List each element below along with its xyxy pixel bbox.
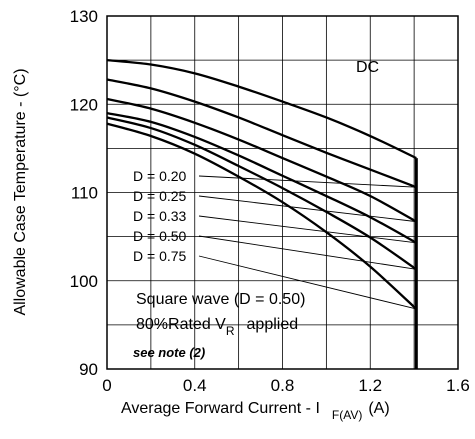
- x-tick-label: 1.2: [358, 376, 382, 395]
- series-labels: D = 0.20 D = 0.25 D = 0.33 D = 0.50 D = 0.75: [133, 168, 187, 264]
- annotation-note: see note (2): [133, 345, 205, 360]
- x-axis-title: Average Forward Current - I F(AV) (A): [121, 400, 390, 422]
- x-tick-label: 0: [102, 376, 111, 395]
- label-leader-lines: [198, 175, 417, 310]
- x-tick-label: 0.8: [271, 376, 295, 395]
- x-axis-title-main: Average Forward Current - I: [121, 400, 320, 417]
- y-tick-label: 130: [70, 7, 98, 26]
- y-axis-title: Allowable Case Temperature - (°C): [12, 68, 29, 315]
- series-line-d-0-33: [106, 111, 417, 244]
- x-axis-title-sub: F(AV): [332, 408, 362, 422]
- x-tick-label: 0.4: [183, 376, 207, 395]
- y-tick-label: 110: [71, 184, 98, 203]
- series-label: D = 0.20: [133, 168, 187, 184]
- series-label: D = 0.75: [133, 248, 187, 264]
- curves: [106, 58, 418, 369]
- annotation-rated-sub: R: [226, 324, 235, 338]
- series-label: D = 0.25: [133, 188, 187, 204]
- y-tick-labels: 90 100 110 120 130: [70, 7, 98, 379]
- leader-line: [198, 255, 417, 310]
- leader-line: [198, 215, 417, 244]
- series-label: D = 0.50: [133, 228, 187, 244]
- series-label: D = 0.33: [133, 208, 187, 224]
- annotation-rated: 80%Rated VR applied: [136, 316, 298, 338]
- annotation-square-wave: Square wave (D = 0.50): [136, 291, 305, 308]
- leader-line: [198, 235, 417, 270]
- annotation-rated-prefix: 80%Rated V: [136, 316, 226, 333]
- series-line-d-0-25: [106, 97, 417, 223]
- x-tick-labels: 0 0.4 0.8 1.2 1.6: [102, 376, 470, 395]
- series-line-dc: [106, 58, 417, 160]
- y-tick-label: 90: [79, 360, 98, 379]
- x-axis-title-unit: (A): [368, 400, 389, 417]
- annotation-rated-suffix: applied: [247, 316, 299, 333]
- y-tick-label: 100: [70, 272, 98, 291]
- leader-line: [198, 195, 417, 223]
- series-line-d-0-75: [106, 122, 418, 310]
- x-tick-label: 1.6: [446, 376, 470, 395]
- series-line-d-0-50: [106, 116, 417, 271]
- plot-area-frame: [106, 15, 459, 370]
- grid: [107, 16, 458, 369]
- series-line-d-0-20: [106, 78, 417, 189]
- leader-line: [198, 175, 417, 188]
- y-tick-label: 120: [70, 95, 98, 114]
- annotation-dc: DC: [356, 59, 379, 76]
